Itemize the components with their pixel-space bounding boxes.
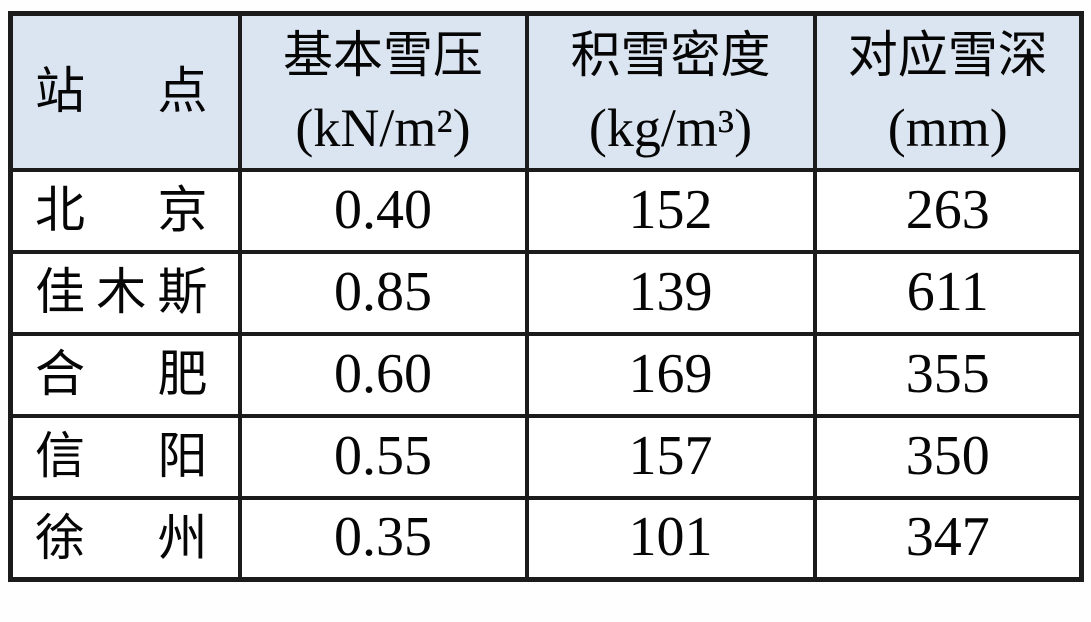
- station-name: 合 肥: [35, 346, 208, 402]
- col-header-station-label: 站 点: [35, 63, 208, 120]
- station-name: 北 京: [35, 182, 208, 238]
- cell-depth: 611: [812, 249, 1084, 336]
- pressure-value: 0.35: [334, 506, 432, 569]
- depth-value: 355: [905, 342, 990, 405]
- col-header-basic-snow-pressure: 基本雪压 (kN/m²): [237, 11, 529, 172]
- table-row-xuzhou: 徐 州 0.35 101 347: [8, 495, 1084, 582]
- cell-station: 北 京: [8, 167, 242, 254]
- col-header-station: 站 点: [8, 11, 242, 172]
- col-header-snow-density-unit: (kg/m³): [588, 97, 753, 158]
- cell-depth: 355: [812, 331, 1084, 418]
- cell-density: 157: [524, 413, 817, 500]
- cell-density: 169: [524, 331, 817, 418]
- density-value: 169: [628, 342, 713, 405]
- cell-depth: 347: [812, 495, 1084, 582]
- density-value: 139: [628, 260, 713, 323]
- depth-value: 611: [906, 260, 989, 323]
- pressure-value: 0.85: [334, 260, 432, 323]
- col-header-basic-snow-pressure-unit: (kN/m²): [295, 97, 471, 158]
- station-name: 徐 州: [35, 509, 208, 566]
- col-header-snow-density-label: 积雪密度: [570, 26, 771, 83]
- cell-pressure: 0.35: [237, 495, 529, 582]
- pressure-value: 0.60: [334, 342, 432, 405]
- cell-density: 139: [524, 249, 817, 336]
- station-name: 佳木斯: [35, 264, 208, 320]
- col-header-basic-snow-pressure-label: 基本雪压: [283, 26, 483, 83]
- density-value: 157: [628, 424, 713, 487]
- table-row-hefei: 合 肥 0.60 169 355: [8, 331, 1084, 418]
- col-header-snow-depth-label: 对应雪深: [847, 26, 1048, 83]
- cell-depth: 350: [812, 413, 1084, 500]
- depth-value: 347: [905, 506, 990, 569]
- depth-value: 350: [905, 424, 990, 487]
- cell-density: 101: [524, 495, 817, 582]
- col-header-snow-depth: 对应雪深 (mm): [812, 11, 1084, 172]
- station-name: 信 阳: [35, 428, 208, 484]
- depth-value: 263: [905, 178, 990, 241]
- density-value: 152: [628, 178, 713, 241]
- header-row: 站 点 基本雪压 (kN/m²) 积雪密度 (kg/m³) 对应雪深 (mm): [8, 11, 1084, 172]
- cell-station: 信 阳: [8, 413, 242, 500]
- cell-station: 合 肥: [8, 331, 242, 418]
- cell-pressure: 0.85: [237, 249, 529, 336]
- pressure-value: 0.40: [334, 178, 432, 241]
- snow-load-table: 站 点 基本雪压 (kN/m²) 积雪密度 (kg/m³) 对应雪深 (mm) …: [8, 11, 1084, 582]
- cell-pressure: 0.40: [237, 167, 529, 254]
- table-row-beijing: 北 京 0.40 152 263: [8, 167, 1084, 254]
- col-header-snow-density: 积雪密度 (kg/m³): [524, 11, 817, 172]
- cell-pressure: 0.55: [237, 413, 529, 500]
- table-row-xinyang: 信 阳 0.55 157 350: [8, 413, 1084, 500]
- density-value: 101: [628, 506, 713, 569]
- pressure-value: 0.55: [334, 424, 432, 487]
- cell-pressure: 0.60: [237, 331, 529, 418]
- col-header-snow-depth-unit: (mm): [887, 97, 1008, 158]
- cell-depth: 263: [812, 167, 1084, 254]
- cell-station: 佳木斯: [8, 249, 242, 336]
- cell-density: 152: [524, 167, 817, 254]
- table-row-jiamusi: 佳木斯 0.85 139 611: [8, 249, 1084, 336]
- cell-station: 徐 州: [8, 495, 242, 582]
